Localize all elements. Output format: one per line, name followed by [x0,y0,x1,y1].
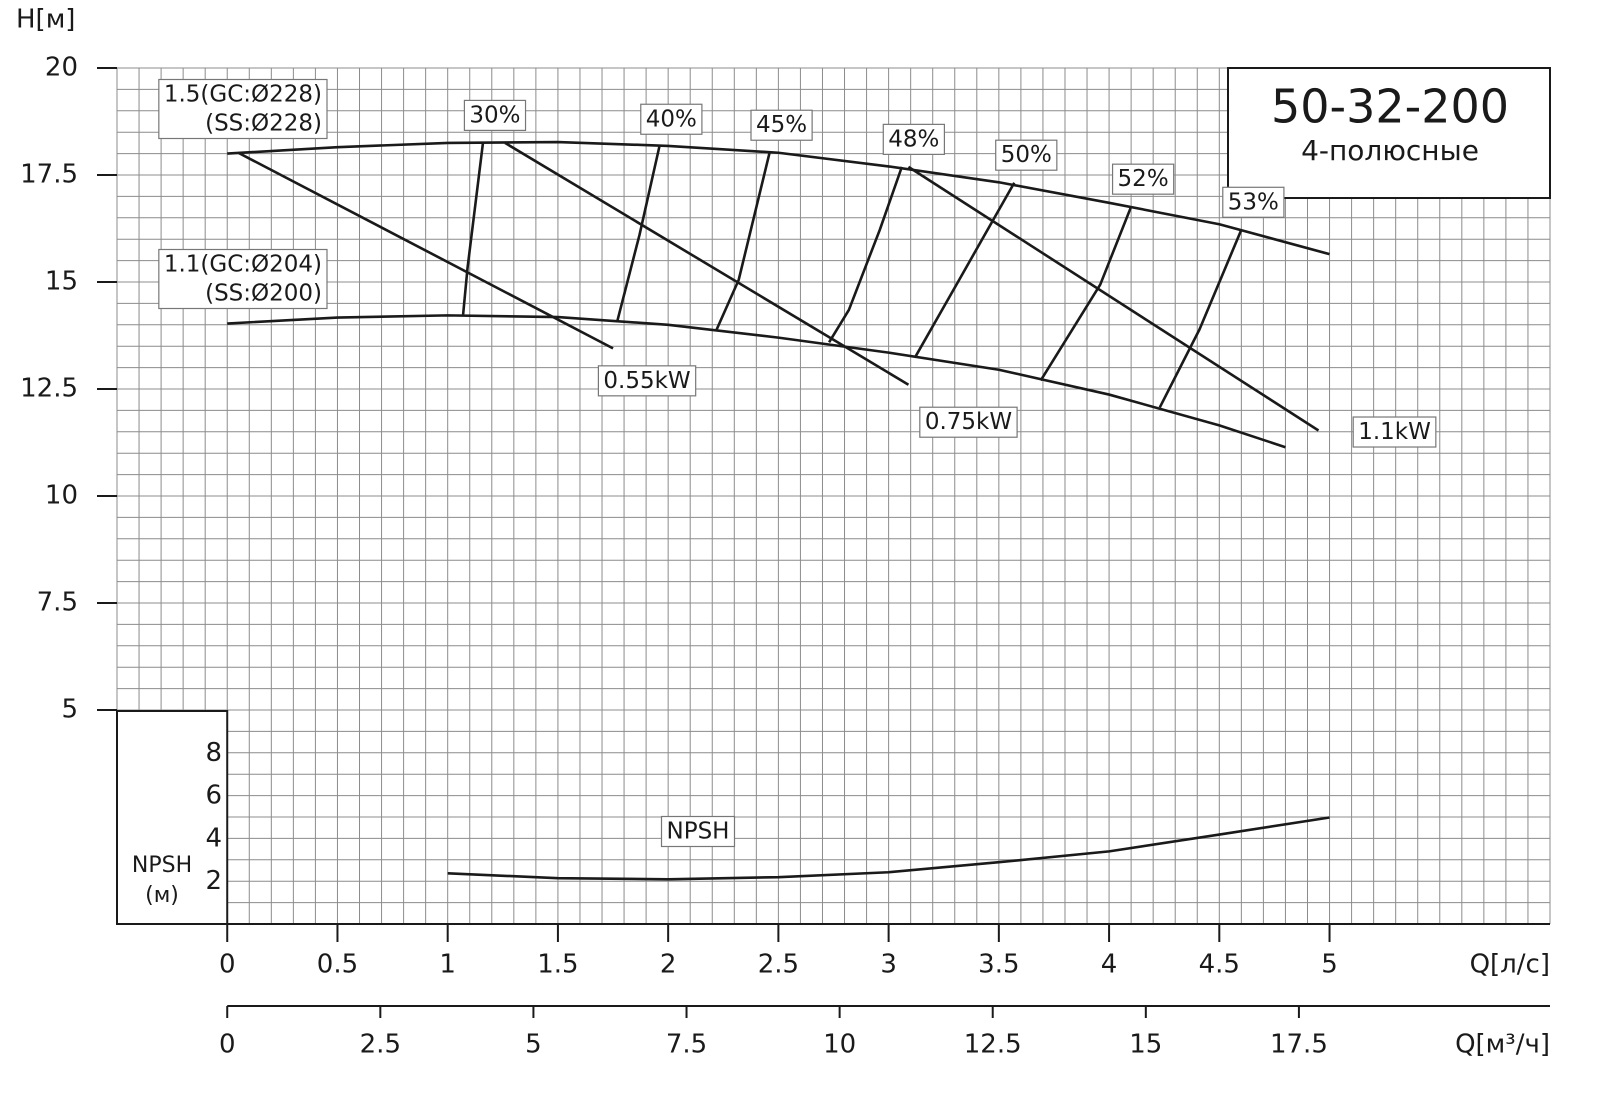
x-tick-label: 1.5 [537,950,578,980]
x-tick-label: 4 [1101,950,1118,980]
npsh-tick-label: 2 [205,866,222,896]
x-tick-label: 4.5 [1199,950,1240,980]
y-tick-label: 17.5 [20,160,78,190]
x-axis-label: Q[л/с] [1470,950,1550,980]
x2-tick-label: 0 [219,1030,236,1060]
head-curve [227,140,1330,256]
chart-title: 50-32-200 [1271,80,1509,134]
label-frame [158,78,328,140]
efficiency-line [461,142,485,315]
x-tick-label: 0 [219,950,236,980]
label-frame [640,103,703,135]
x2-tick-label: 7.5 [666,1030,707,1060]
curve-label: 1.1(GC:Ø204) [164,252,322,278]
y-tick-label: 10 [45,481,78,511]
curve-label: 1.5(GC:Ø228) [164,82,322,108]
curve-label: 1.1kW [1358,419,1431,445]
npsh-tick-label: 4 [205,823,222,853]
curve-label: 40% [646,106,697,132]
label-box: 0.55kW [597,365,697,397]
label-box: 1.5(GC:Ø228) (SS:Ø228) [158,78,328,140]
curve-label: (SS:Ø228) [205,111,322,137]
title-box [1227,67,1551,199]
y-tick-label: 12.5 [20,374,78,404]
x2-tick-label: 17.5 [1270,1030,1328,1060]
label-box: 45% [750,109,813,141]
x-tick-label: 3.5 [978,950,1019,980]
label-frame [919,406,1018,438]
label-frame [463,99,527,131]
x-tick-label: 2 [660,950,677,980]
x2-tick-label: 5 [525,1030,542,1060]
label-box: 1.1(GC:Ø204) (SS:Ø200) [158,248,328,310]
power-line [237,151,614,350]
label-box: 1.1kW [1352,416,1437,448]
label-frame [158,248,328,310]
power-line [504,141,910,386]
label-frame [750,109,813,141]
efficiency-line [1039,206,1133,382]
x2-tick-label: 12.5 [964,1030,1022,1060]
label-box: 40% [640,103,703,135]
npsh-panel [116,710,229,925]
label-box: NPSH [660,815,736,848]
y-tick-label: 7.5 [37,588,78,618]
npsh-tick-label: 6 [205,781,222,811]
head-curve [227,314,1286,449]
label-frame [995,139,1058,171]
efficiency-line [913,182,1016,358]
npsh-axis-label: NPSH [132,853,192,878]
curve-label: 53% [1228,189,1279,215]
x-tick-label: 5 [1321,950,1338,980]
power-line [907,165,1320,432]
curve-label: (SS:Ø200) [205,281,322,307]
y-tick-label: 5 [61,695,78,725]
label-box: 0.75kW [919,406,1018,438]
label-frame [1222,186,1285,218]
curve-label: 45% [756,112,807,138]
curve-label: NPSH [667,819,730,845]
npsh-axis-label: (м) [145,883,179,908]
curve-label: 52% [1118,166,1169,192]
y-tick-label: 20 [45,53,78,83]
label-frame [1352,416,1437,448]
label-box: 48% [882,123,946,155]
x2-tick-label: 15 [1129,1030,1162,1060]
label-box: 50% [995,139,1058,171]
chart-subtitle: 4-полюсные [1301,134,1479,167]
label-frame [597,365,697,397]
efficiency-line [616,146,661,321]
y-tick-label: 15 [45,267,78,297]
x2-axis-label: Q[м³/ч] [1455,1030,1550,1060]
curve-label: 0.55kW [603,368,690,394]
x-tick-label: 2.5 [758,950,799,980]
efficiency-line [1158,229,1243,408]
x2-tick-label: 10 [823,1030,856,1060]
x-tick-label: 1 [439,950,456,980]
npsh-curve [447,816,1330,881]
label-box: 30% [463,99,527,131]
efficiency-line [827,166,904,344]
x-tick-label: 3 [880,950,897,980]
label-box: 52% [1111,163,1175,195]
curve-label: 50% [1001,142,1052,168]
curve-label: 30% [469,102,520,128]
x2-tick-label: 2.5 [360,1030,401,1060]
npsh-tick-label: 8 [205,738,222,768]
label-frame [882,123,946,155]
y-axis-label: H[м] [16,5,75,35]
grid [116,67,1551,925]
label-frame [660,815,736,848]
curve-label: 48% [888,126,939,152]
label-box: 53% [1222,186,1285,218]
x-tick-label: 0.5 [317,950,358,980]
label-frame [1111,163,1175,195]
curve-label: 0.75kW [925,409,1012,435]
efficiency-line [715,152,771,331]
